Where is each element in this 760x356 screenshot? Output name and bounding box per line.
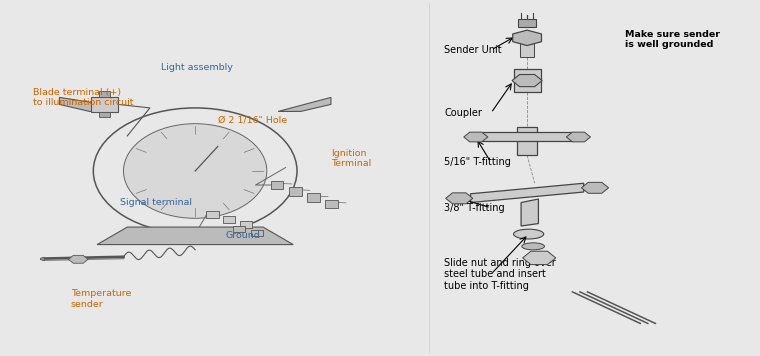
Bar (325, 200, 337, 208)
Bar (271, 181, 283, 189)
Bar (207, 211, 219, 218)
Polygon shape (97, 227, 293, 245)
Bar (289, 187, 302, 195)
Text: Slide nut and ring over
steel tube and insert
tube into T-fitting: Slide nut and ring over steel tube and i… (444, 258, 556, 291)
Ellipse shape (123, 124, 267, 218)
Bar (239, 221, 252, 228)
Text: 3/8" T-fitting: 3/8" T-fitting (444, 203, 505, 213)
Bar (518, 19, 536, 27)
Text: Signal terminal: Signal terminal (120, 198, 192, 207)
Text: Blade terminal (+)
to illumination circuit: Blade terminal (+) to illumination circu… (33, 88, 134, 107)
Text: Temperature
sender: Temperature sender (71, 289, 131, 309)
Text: 5/16" T-fitting: 5/16" T-fitting (444, 157, 511, 167)
Text: Make sure sender
is well grounded: Make sure sender is well grounded (625, 30, 720, 49)
Polygon shape (40, 257, 44, 261)
Ellipse shape (522, 243, 544, 250)
Text: Coupler: Coupler (444, 108, 482, 118)
Bar (223, 216, 235, 223)
Ellipse shape (514, 229, 543, 239)
Bar (518, 127, 537, 155)
Bar (233, 226, 245, 232)
Text: Ignition
Terminal: Ignition Terminal (331, 149, 371, 168)
Polygon shape (521, 199, 538, 226)
Polygon shape (59, 98, 112, 111)
Bar (521, 38, 534, 57)
Polygon shape (470, 183, 584, 203)
Bar (91, 97, 119, 112)
Bar (251, 230, 263, 236)
Bar (100, 91, 110, 97)
Bar (100, 112, 110, 117)
Text: Ø 2 1/16" Hole: Ø 2 1/16" Hole (218, 116, 287, 125)
Text: Light assembly: Light assembly (161, 63, 233, 72)
Text: Sender Unit: Sender Unit (444, 45, 502, 55)
Text: Ground: Ground (225, 231, 260, 240)
Bar (482, 132, 572, 141)
Bar (514, 69, 540, 92)
Polygon shape (278, 98, 331, 111)
Bar (307, 193, 320, 202)
